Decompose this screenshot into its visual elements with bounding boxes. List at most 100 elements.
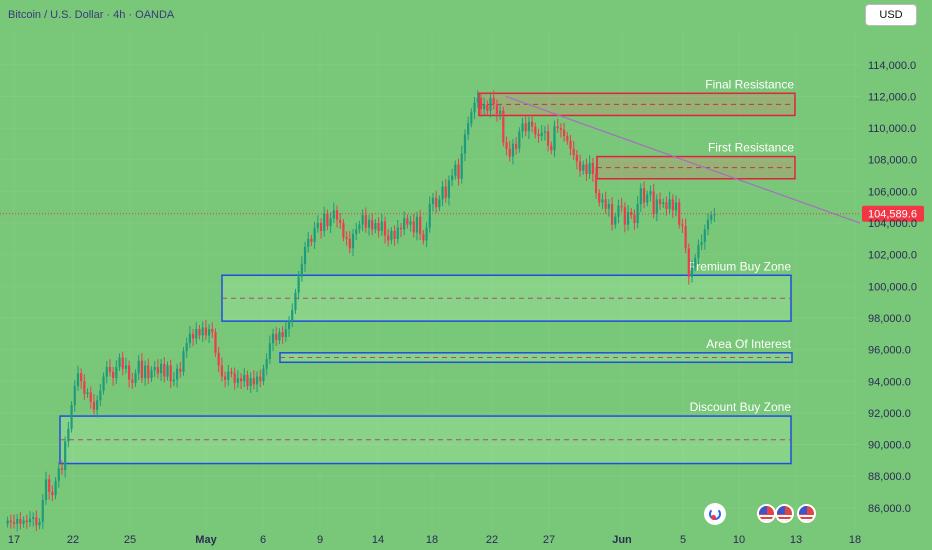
candle [211,322,214,339]
candle-body [204,327,207,336]
candle [415,211,419,241]
candle [230,367,233,378]
candle [265,353,268,376]
us-flag-icon[interactable] [797,504,816,523]
candle-body [473,102,476,113]
candle-body [687,248,690,277]
trendline[interactable] [505,95,861,224]
candle-body [566,136,569,141]
y-tick-label: 106,000.0 [868,186,917,198]
candle [601,193,604,210]
candle-body [223,376,227,380]
candle [51,485,54,502]
candle-body [124,365,128,369]
candle [223,371,227,388]
candle-body [690,267,694,277]
candle-body [668,199,671,209]
candle [649,185,652,202]
currency-button[interactable]: USD [865,4,917,26]
y-tick-label: 108,000.0 [868,155,917,167]
candle-body [665,202,668,209]
candle [281,326,284,344]
candle-body [300,264,303,277]
candle-body [515,143,518,149]
candle-body [377,223,380,231]
candle-body [271,333,275,344]
candle-body [575,155,578,162]
candle [249,372,252,393]
candle-body [60,468,64,470]
candle [435,190,438,214]
candle-body [28,518,32,523]
candle [674,195,678,217]
candle [502,106,505,147]
candle-body [438,199,441,208]
candle [406,214,409,229]
candle-body [112,371,115,379]
candle [176,363,179,388]
us-flag-icon[interactable] [775,504,794,523]
candle-body [259,376,262,382]
candle-body [41,499,44,523]
candle [191,328,195,347]
candle-body [118,357,121,368]
candle-body [463,134,467,154]
x-tick-label: 5 [680,534,686,546]
candle-body [169,365,172,382]
candle [713,207,716,222]
candle [543,126,546,141]
candle [239,373,243,390]
candle-body [281,332,284,337]
candle-body [252,378,255,385]
candle [585,158,588,181]
candle [626,205,630,231]
candle [588,155,591,179]
candle-body [249,378,252,387]
candle-body [524,123,527,132]
candle-body [700,242,703,246]
candle [678,198,681,229]
candle [207,324,211,344]
y-tick-label: 86,000.0 [868,503,911,515]
candle [518,127,521,153]
candle-body [422,234,425,241]
candle [204,319,207,341]
candle [252,370,255,390]
tradingview-logo-icon[interactable] [704,503,726,525]
candle-body [70,405,73,429]
candle-body [447,180,451,198]
candle-body [25,520,28,523]
candle-body [102,376,105,391]
candle [367,214,371,236]
candle [172,371,176,387]
x-tick-label: 9 [317,534,323,546]
zone-label: First Resistance [708,141,794,155]
candle [380,213,383,236]
us-flag-icon[interactable] [757,504,776,523]
candle-body [598,192,601,203]
candle [348,231,351,254]
candle-body [255,376,259,385]
candle [652,183,655,219]
candle-body [444,186,447,198]
candle [476,90,479,108]
candle-body [348,238,351,249]
candle [80,368,83,390]
candle [655,194,658,222]
candle-body [131,379,134,383]
candle [460,145,463,184]
candle [646,190,649,207]
candle [428,196,431,233]
candle-body [73,386,76,405]
x-tick-label: 18 [426,534,438,546]
candle-body [409,221,412,225]
candle-body [166,365,169,377]
candle-body [316,223,319,228]
candle [422,230,425,245]
candle [140,352,144,384]
candle-body [470,112,473,124]
candle-body [35,517,38,526]
candle [201,321,204,343]
